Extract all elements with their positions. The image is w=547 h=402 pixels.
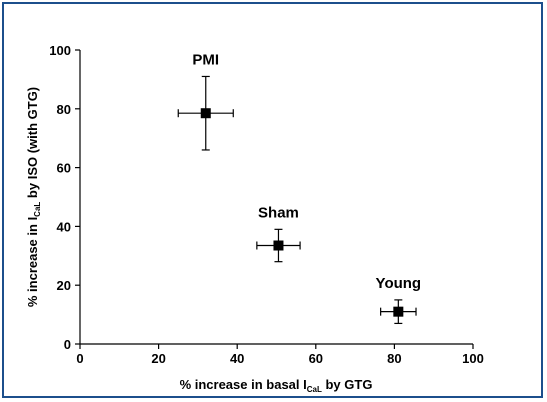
x-axis-label: % increase in basal ICaL by GTG: [180, 377, 373, 394]
point-label: Young: [376, 275, 422, 292]
point-label: PMI: [192, 51, 219, 68]
figure-frame: [2, 2, 543, 398]
y-tick-label: 0: [64, 337, 71, 352]
x-axis-label-sub: CaL: [307, 385, 322, 394]
y-tick-label: 100: [49, 43, 71, 58]
y-tick-label: 80: [57, 102, 71, 117]
y-tick-label: 20: [57, 278, 71, 293]
ticks: 0 20 40 60 80 100 0 20 40 60 80 100: [49, 43, 484, 366]
data-point-young: Young: [376, 275, 422, 325]
data-point-pmi: PMI: [177, 51, 234, 151]
x-tick-label: 0: [76, 351, 83, 366]
x-tick-label: 60: [309, 351, 323, 366]
x-tick-label: 100: [462, 351, 484, 366]
x-axis-label-rest: by GTG: [322, 377, 373, 392]
x-tick-label: 40: [230, 351, 244, 366]
square-marker: [200, 108, 211, 119]
square-marker: [393, 306, 404, 317]
x-tick-label: 80: [387, 351, 401, 366]
y-axis-label-rest: by ISO (with GTG): [25, 87, 40, 202]
square-marker: [273, 240, 284, 251]
y-axis-label: % increase in ICaL by ISO (with GTG): [25, 87, 42, 307]
x-tick-label: 20: [151, 351, 165, 366]
y-tick-label: 40: [57, 219, 71, 234]
y-tick-label: 60: [57, 161, 71, 176]
x-axis-label-main: % increase in basal I: [180, 377, 307, 392]
data-point-sham: Sham: [256, 204, 301, 263]
point-label: Sham: [258, 204, 299, 221]
axes: [79, 50, 473, 345]
data-points: PMI Sham Young: [177, 51, 422, 325]
y-axis-label-main: % increase in I: [25, 217, 40, 307]
y-axis-label-sub: CaL: [33, 202, 42, 217]
